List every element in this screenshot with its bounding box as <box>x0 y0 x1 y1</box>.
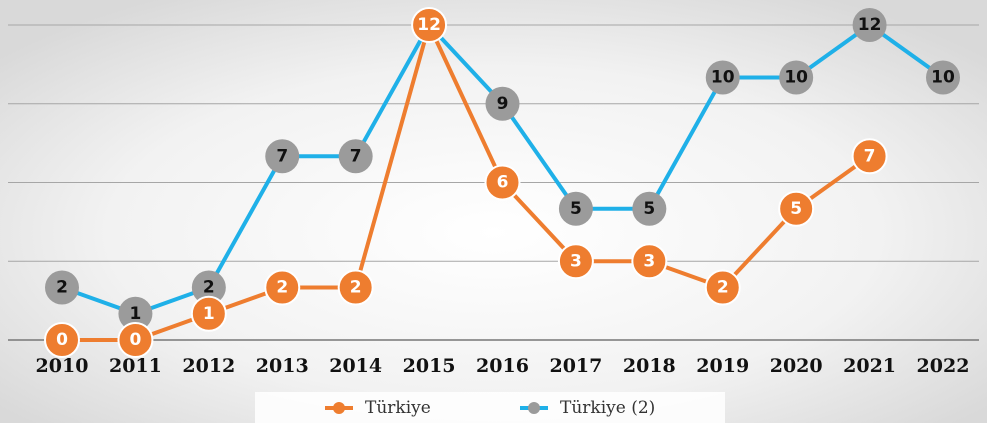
legend-marker <box>528 402 540 414</box>
x-tick-label: 2019 <box>696 355 749 377</box>
marker <box>485 86 520 121</box>
marker <box>117 322 154 358</box>
x-tick-label: 2013 <box>256 355 309 377</box>
x-tick-label: 2020 <box>770 355 823 377</box>
data-label: 3 <box>643 251 655 271</box>
data-label: 0 <box>56 330 68 350</box>
x-tick-label: 2012 <box>182 355 235 377</box>
marker <box>704 269 741 306</box>
x-tick-label: 2016 <box>476 355 529 377</box>
data-label: 0 <box>129 330 141 350</box>
x-tick-label: 2014 <box>329 355 382 377</box>
x-tick-label: 2022 <box>917 355 970 377</box>
marker <box>484 164 521 201</box>
data-label: 2 <box>350 278 362 298</box>
legend-label: Türkiye <box>365 398 431 418</box>
x-tick-label: 2021 <box>843 355 896 377</box>
marker <box>926 60 960 95</box>
marker <box>118 296 153 331</box>
legend-marker <box>333 402 345 414</box>
data-label: 6 <box>497 173 509 193</box>
marker <box>411 7 448 43</box>
x-tick-label: 2011 <box>109 355 162 377</box>
data-label: 7 <box>350 146 362 166</box>
data-label: 10 <box>711 68 735 88</box>
data-label: 3 <box>570 251 582 271</box>
marker <box>191 270 226 305</box>
data-label: 10 <box>784 68 808 88</box>
data-label: 7 <box>864 146 876 166</box>
data-label: 2 <box>56 278 68 298</box>
marker <box>338 139 373 174</box>
marker <box>632 191 667 226</box>
marker <box>44 322 80 358</box>
x-tick-label: 2015 <box>403 355 456 377</box>
marker <box>778 190 815 227</box>
data-label: 10 <box>931 68 955 88</box>
data-label: 5 <box>570 199 582 219</box>
marker <box>265 139 300 174</box>
marker <box>557 243 594 280</box>
marker <box>705 60 740 95</box>
data-label: 5 <box>643 199 655 219</box>
data-label: 5 <box>790 199 802 219</box>
data-label: 1 <box>203 304 215 324</box>
marker <box>264 269 301 306</box>
marker <box>337 269 374 306</box>
legend-label: Türkiye (2) <box>560 398 655 418</box>
data-label: 2 <box>203 278 215 298</box>
data-label: 1 <box>129 304 141 324</box>
marker <box>779 60 814 95</box>
marker <box>190 295 227 332</box>
marker <box>852 8 887 42</box>
marker <box>851 138 888 175</box>
marker <box>558 191 593 226</box>
x-tick-label: 2017 <box>549 355 602 377</box>
data-label: 9 <box>497 94 509 114</box>
data-label: 2 <box>717 278 729 298</box>
marker <box>45 270 79 305</box>
x-tick-label: 2010 <box>36 355 89 377</box>
x-tick-label: 2018 <box>623 355 676 377</box>
marker <box>631 243 668 280</box>
data-label: 2 <box>276 278 288 298</box>
data-label: 12 <box>417 15 441 35</box>
data-label: 12 <box>858 15 882 35</box>
data-label: 7 <box>276 146 288 166</box>
